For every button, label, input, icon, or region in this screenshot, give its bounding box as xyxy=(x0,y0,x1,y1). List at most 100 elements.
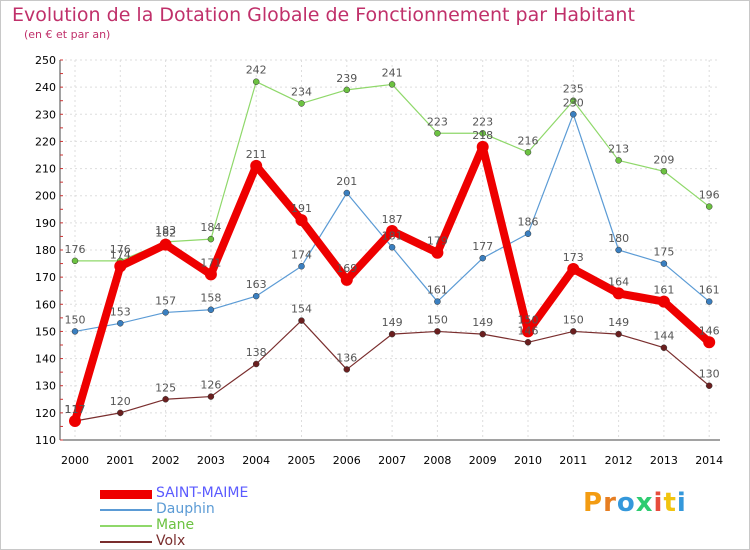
data-point-dauphin xyxy=(705,298,713,305)
data-point-mane xyxy=(207,235,215,243)
series-group xyxy=(69,78,716,427)
x-tick-label: 2010 xyxy=(514,454,542,467)
y-tick-label: 210 xyxy=(35,163,56,176)
data-label-dauphin: 230 xyxy=(563,96,584,109)
data-point-dauphin xyxy=(570,111,577,118)
y-tick-label: 240 xyxy=(35,81,56,94)
data-point-dauphin xyxy=(298,263,305,270)
data-point-dauphin xyxy=(162,309,169,316)
data-point-saint-maime xyxy=(295,214,308,227)
data-point-saint-maime xyxy=(386,225,399,237)
data-point-mane xyxy=(705,203,713,210)
y-tick-label: 250 xyxy=(35,54,56,67)
x-tick-label: 2007 xyxy=(378,454,406,467)
data-point-mane xyxy=(434,130,441,137)
y-tick-label: 220 xyxy=(35,135,56,148)
x-tick-label: 2005 xyxy=(288,454,316,467)
data-label-dauphin: 174 xyxy=(291,248,312,261)
data-label-volx: 126 xyxy=(200,379,221,392)
data-label-mane: 176 xyxy=(110,243,131,256)
data-label-mane: 234 xyxy=(291,85,312,98)
data-label-dauphin: 177 xyxy=(472,240,493,253)
data-label-volx: 146 xyxy=(518,324,539,337)
data-point-saint-maime xyxy=(250,159,263,172)
data-point-saint-maime xyxy=(567,263,580,275)
legend-swatch xyxy=(100,509,152,511)
data-label-mane: 196 xyxy=(699,189,720,202)
data-label-volx: 120 xyxy=(110,395,131,408)
data-point-saint-maime xyxy=(114,260,127,273)
data-point-volx xyxy=(705,382,713,389)
data-label-mane: 213 xyxy=(608,142,629,155)
data-label-saint-maime: 169 xyxy=(336,262,357,275)
data-label-dauphin: 163 xyxy=(246,278,267,291)
data-point-dauphin xyxy=(117,320,124,327)
data-label-saint-maime: 179 xyxy=(427,235,448,248)
data-point-saint-maime xyxy=(703,336,716,349)
data-label-volx: 149 xyxy=(608,316,629,329)
data-point-saint-maime xyxy=(476,140,489,153)
data-point-saint-maime xyxy=(612,287,625,300)
data-point-volx xyxy=(298,317,305,324)
legend-swatch xyxy=(100,525,152,527)
data-label-mane: 235 xyxy=(563,83,584,96)
y-tick-label: 180 xyxy=(35,244,56,257)
data-point-dauphin xyxy=(388,244,396,251)
data-point-saint-maime xyxy=(204,268,217,281)
x-tick-label: 2012 xyxy=(605,454,633,467)
line-chart: 1101201301401501601701801902002102202302… xyxy=(35,54,723,467)
data-point-dauphin xyxy=(524,230,532,237)
legend-swatch xyxy=(100,490,152,499)
data-label-dauphin: 157 xyxy=(155,294,176,307)
data-point-mane xyxy=(388,81,396,88)
data-point-volx xyxy=(162,396,169,403)
data-point-volx xyxy=(252,360,260,368)
x-tick-label: 2014 xyxy=(695,454,723,467)
data-label-saint-maime: 146 xyxy=(699,324,720,337)
x-tick-label: 2004 xyxy=(242,454,270,467)
data-point-volx xyxy=(434,328,441,335)
data-label-dauphin: 201 xyxy=(336,175,357,188)
x-tick-label: 2008 xyxy=(423,454,451,467)
data-point-mane xyxy=(615,157,622,164)
data-point-volx xyxy=(117,409,124,417)
legend-label: Mane xyxy=(156,517,195,533)
data-label-dauphin: 158 xyxy=(200,292,221,305)
data-label-dauphin: 150 xyxy=(65,313,86,326)
x-tick-label: 2001 xyxy=(106,454,134,467)
data-point-dauphin xyxy=(660,260,668,267)
data-point-dauphin xyxy=(343,189,351,197)
data-point-mane xyxy=(479,130,486,137)
data-label-dauphin: 161 xyxy=(699,284,720,297)
data-label-mane: 242 xyxy=(246,64,267,77)
legend-label: Dauphin xyxy=(156,501,215,517)
x-tick-label: 2009 xyxy=(469,454,497,467)
data-label-saint-maime: 171 xyxy=(200,256,221,269)
x-tick-label: 2011 xyxy=(559,454,587,467)
data-point-mane xyxy=(252,78,260,85)
data-point-dauphin xyxy=(434,298,441,305)
data-label-mane: 176 xyxy=(65,243,86,256)
data-point-mane xyxy=(298,100,305,107)
y-tick-label: 190 xyxy=(35,217,56,230)
y-tick-label: 160 xyxy=(35,298,56,311)
data-label-saint-maime: 173 xyxy=(563,251,584,264)
data-point-dauphin xyxy=(615,246,622,254)
data-label-volx: 150 xyxy=(563,313,584,326)
x-tick-label: 2003 xyxy=(197,454,225,467)
data-point-mane xyxy=(660,168,668,175)
data-label-saint-maime: 117 xyxy=(65,403,86,416)
data-label-mane: 209 xyxy=(653,153,674,166)
data-label-volx: 154 xyxy=(291,303,312,316)
y-tick-label: 170 xyxy=(35,271,56,284)
data-label-volx: 150 xyxy=(427,313,448,326)
data-label-dauphin: 153 xyxy=(110,305,131,318)
data-label-saint-maime: 150 xyxy=(518,313,539,326)
data-point-volx xyxy=(343,366,351,373)
data-point-dauphin xyxy=(207,306,215,313)
data-point-volx xyxy=(524,339,532,346)
y-tick-label: 150 xyxy=(35,325,56,338)
data-label-mane: 184 xyxy=(200,221,221,234)
proxiti-logo: Proxiti xyxy=(583,488,687,518)
